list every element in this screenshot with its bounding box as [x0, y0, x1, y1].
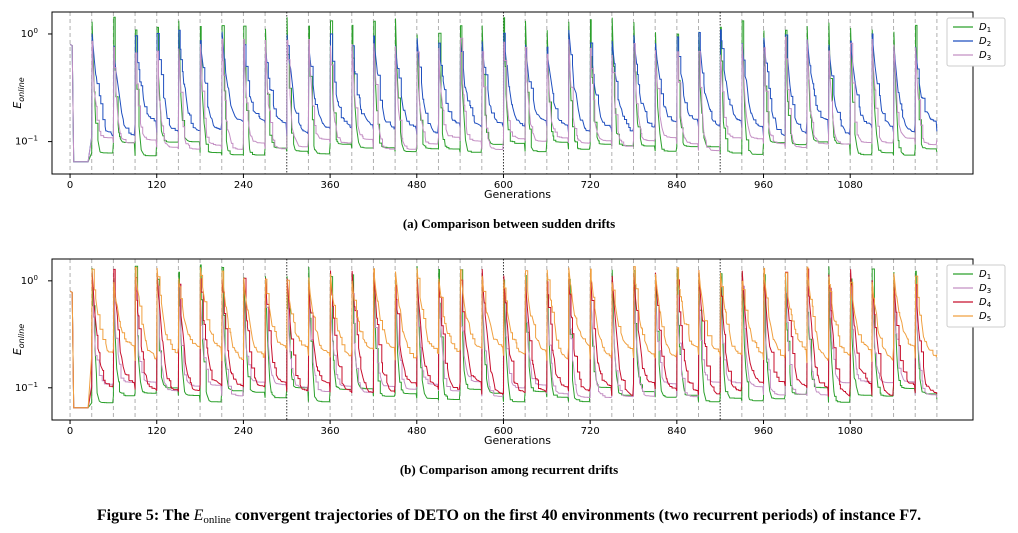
x-tick-label: 600 — [494, 180, 513, 191]
plot-area-b: 0 120 240 360 480 600 720 840 960 1080 100 10−1 Gene… — [11, 258, 1006, 447]
x-ticks: 0 120 240 360 480 600 720 840 960 1080 — [67, 420, 863, 437]
figure-caption: Figure 5: The Eonline convergent traject… — [97, 507, 921, 526]
x-tick-label: 600 — [494, 426, 513, 437]
caption-b: (b) Comparison among recurrent drifts — [400, 462, 618, 477]
legend-label: D1 — [979, 22, 991, 34]
x-tick-label: 1080 — [837, 426, 862, 437]
x-tick-label: 840 — [667, 426, 686, 437]
series-group — [69, 264, 938, 409]
x-tick-label: 240 — [234, 426, 253, 437]
x-tick-label: 480 — [407, 180, 426, 191]
x-tick-label: 720 — [581, 426, 600, 437]
figure-caption-prefix: Figure 5: The — [97, 507, 194, 524]
x-tick-label: 1080 — [837, 180, 862, 191]
legend: D1 D3 D4 D5 — [946, 264, 1006, 328]
x-ticks: 0 120 240 360 480 600 720 840 960 1080 — [67, 174, 863, 191]
legend: D1 D2 D3 — [946, 17, 1006, 67]
legend-label: D5 — [979, 311, 991, 323]
axes-frame — [51, 258, 974, 421]
x-tick-label: 240 — [234, 180, 253, 191]
y-tick-label: 100 — [21, 274, 38, 287]
legend-label: D1 — [979, 269, 991, 281]
x-tick-label: 720 — [581, 180, 600, 191]
legend-box — [946, 17, 1006, 67]
series-line-d4 — [69, 268, 938, 409]
x-axis-label: Generations — [484, 188, 551, 201]
y-axis-label: Eonline — [11, 77, 26, 108]
x-tick-label: 0 — [67, 426, 73, 437]
caption-a: (a) Comparison between sudden drifts — [403, 216, 615, 231]
y-tick-label: 10−1 — [15, 381, 38, 394]
y-tick-label: 100 — [21, 27, 38, 40]
series-line-d1 — [69, 16, 938, 163]
plot-area-a: 0 120 240 360 480 600 720 840 960 1080 100 10−1 Gene… — [11, 11, 1006, 201]
x-tick-label: 0 — [67, 180, 73, 191]
legend-label: D3 — [979, 50, 991, 62]
x-axis-label: Generations — [484, 434, 551, 447]
series-line-d5 — [69, 266, 938, 409]
x-tick-label: 360 — [321, 180, 340, 191]
x-tick-label: 840 — [667, 180, 686, 191]
figure-caption-subscript: online — [203, 514, 231, 526]
x-tick-label: 360 — [321, 426, 340, 437]
series-group — [69, 16, 938, 163]
legend-label: D2 — [979, 36, 991, 48]
legend-box — [946, 264, 1006, 328]
legend-label: D3 — [979, 283, 991, 295]
chart-panel-b: 0 120 240 360 480 600 720 840 960 1080 100 10−1 Gene… — [11, 258, 1006, 477]
axes-frame — [51, 11, 974, 175]
y-tick-label: 10−1 — [15, 135, 38, 148]
figure-caption-symbol: E — [193, 507, 204, 524]
series-line-d3 — [69, 283, 938, 409]
y-axis-label: Eonline — [11, 324, 26, 355]
x-tick-label: 480 — [407, 426, 426, 437]
x-tick-label: 960 — [754, 426, 773, 437]
chart-panel-a: 0 120 240 360 480 600 720 840 960 1080 100 10−1 Gene… — [11, 11, 1006, 231]
x-tick-label: 960 — [754, 180, 773, 191]
series-line-d3 — [69, 36, 938, 163]
x-tick-label: 120 — [147, 426, 166, 437]
figure-caption-suffix: convergent trajectories of DETO on the f… — [231, 507, 921, 524]
legend-label: D4 — [979, 297, 992, 309]
x-tick-label: 120 — [147, 180, 166, 191]
